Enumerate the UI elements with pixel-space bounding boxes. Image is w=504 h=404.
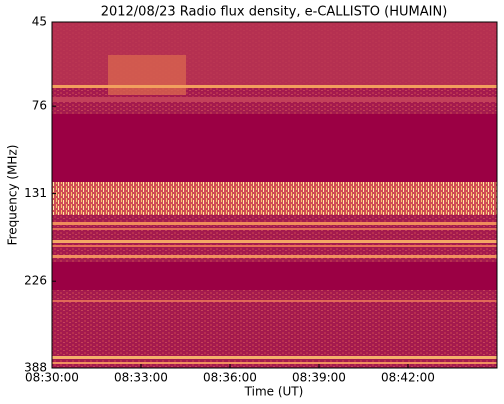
spectrogram-image <box>52 22 497 368</box>
x-tick-label: 08:33:00 <box>114 371 168 385</box>
chart-title: 2012/08/23 Radio flux density, e-CALLIST… <box>101 5 448 20</box>
x-tick-label: 08:39:00 <box>292 371 346 385</box>
x-axis-label: Time (UT) <box>244 385 304 399</box>
y-tick-label: 131 <box>24 186 47 200</box>
y-tick-label: 45 <box>32 15 47 29</box>
y-tick-label: 388 <box>24 361 47 375</box>
y-axis-label: Frequency (MHz) <box>6 145 20 246</box>
x-tick-label: 08:42:00 <box>381 371 435 385</box>
x-tick-label: 08:30:00 <box>25 371 79 385</box>
y-tick-label: 76 <box>32 99 47 113</box>
x-tick-label: 08:36:00 <box>203 371 257 385</box>
y-tick-label: 226 <box>24 274 47 288</box>
plot-frame <box>51 21 498 369</box>
